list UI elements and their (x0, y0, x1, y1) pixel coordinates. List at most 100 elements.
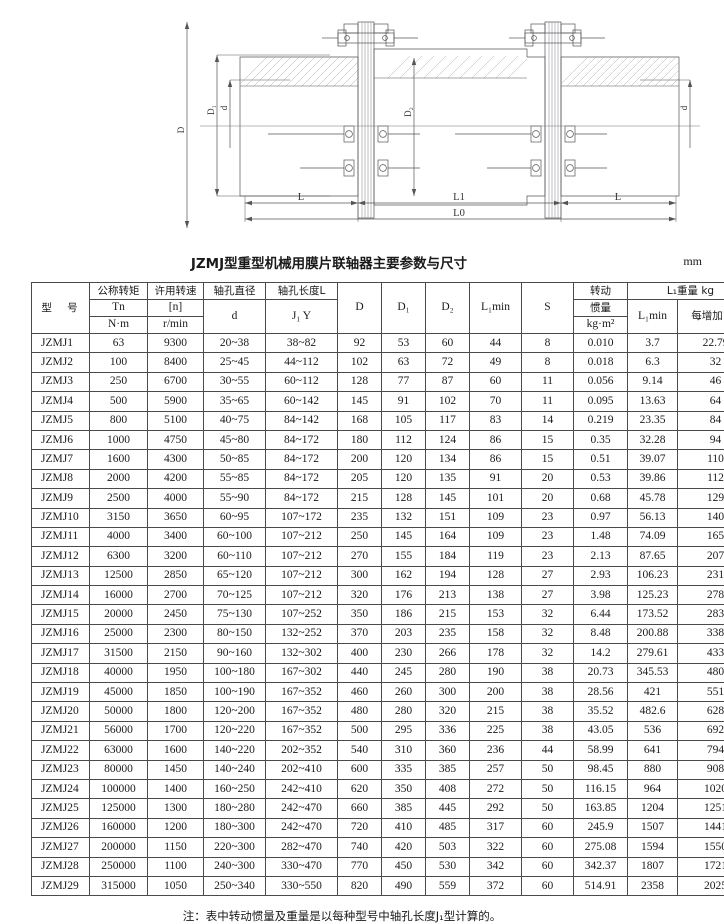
cell-bore-diameter: 60~95 (204, 508, 266, 527)
cell-diameter-D2: 320 (426, 702, 470, 721)
cell-nominal-torque: 3150 (90, 508, 148, 527)
cell-diameter-D1: 176 (382, 586, 426, 605)
cell-weight-per-meter: 2025 (678, 876, 724, 895)
cell-nominal-torque: 16000 (90, 586, 148, 605)
cell-diameter-D2: 408 (426, 779, 470, 798)
cell-outer-diameter-D: 740 (338, 838, 382, 857)
cell-outer-diameter-D: 480 (338, 702, 382, 721)
cell-outer-diameter-D: 620 (338, 779, 382, 798)
cell-gap-S: 60 (522, 876, 574, 895)
cell-outer-diameter-D: 350 (338, 605, 382, 624)
cell-allowable-speed: 4200 (148, 469, 204, 488)
cell-bore-length: 84~142 (266, 411, 338, 430)
cell-gap-S: 50 (522, 799, 574, 818)
label-L-right: L (615, 192, 621, 203)
cell-bore-diameter: 25~45 (204, 353, 266, 372)
cell-gap-S: 20 (522, 489, 574, 508)
cell-moment-of-inertia: 342.37 (574, 857, 628, 876)
cell-diameter-D2: 72 (426, 353, 470, 372)
cell-model: JZMJ24 (32, 779, 90, 798)
cell-weight-l1min: 45.78 (628, 489, 678, 508)
cell-weight-l1min: 2358 (628, 876, 678, 895)
cell-diameter-D2: 134 (426, 450, 470, 469)
cell-moment-of-inertia: 0.095 (574, 392, 628, 411)
cell-moment-of-inertia: 35.52 (574, 702, 628, 721)
cell-bore-diameter: 60~110 (204, 547, 266, 566)
cell-diameter-D1: 450 (382, 857, 426, 876)
cell-gap-S: 11 (522, 372, 574, 391)
cell-length-L1min: 178 (470, 644, 522, 663)
cell-bore-diameter: 220~300 (204, 838, 266, 857)
cell-bore-diameter: 140~220 (204, 741, 266, 760)
cell-diameter-D2: 235 (426, 624, 470, 643)
cell-model: JZMJ20 (32, 702, 90, 721)
cell-weight-l1min: 6.3 (628, 353, 678, 372)
cell-weight-per-meter: 94 (678, 430, 724, 449)
col-header-D: D (338, 283, 382, 334)
cell-gap-S: 32 (522, 605, 574, 624)
cell-weight-per-meter: 46 (678, 372, 724, 391)
drawing-svg: D D₁ d D₂ d L L1 L L0 (0, 0, 724, 250)
cell-bore-diameter: 140~240 (204, 760, 266, 779)
cell-allowable-speed: 3650 (148, 508, 204, 527)
cell-bore-length: 242~470 (266, 818, 338, 837)
cell-allowable-speed: 1100 (148, 857, 204, 876)
cell-bore-diameter: 180~300 (204, 818, 266, 837)
cell-bore-length: 107~212 (266, 586, 338, 605)
cell-model: JZMJ12 (32, 547, 90, 566)
cell-model: JZMJ9 (32, 489, 90, 508)
cell-moment-of-inertia: 20.73 (574, 663, 628, 682)
label-L-left: L (298, 192, 304, 203)
cell-weight-per-meter: 22.79 (678, 334, 724, 353)
cell-gap-S: 38 (522, 683, 574, 702)
cell-length-L1min: 317 (470, 818, 522, 837)
cell-model: JZMJ28 (32, 857, 90, 876)
cell-nominal-torque: 80000 (90, 760, 148, 779)
cell-weight-l1min: 1807 (628, 857, 678, 876)
cell-weight-l1min: 106.23 (628, 566, 678, 585)
cell-moment-of-inertia: 0.018 (574, 353, 628, 372)
cell-moment-of-inertia: 0.97 (574, 508, 628, 527)
col-header-L1min: L₁min (470, 283, 522, 334)
cell-bore-length: 38~82 (266, 334, 338, 353)
cell-diameter-D1: 120 (382, 469, 426, 488)
cell-diameter-D2: 530 (426, 857, 470, 876)
table-title-row: JZMJ型重型机械用膜片联轴器主要参数与尺寸 mm (0, 252, 724, 278)
cell-length-L1min: 153 (470, 605, 522, 624)
cell-length-L1min: 91 (470, 469, 522, 488)
cell-weight-per-meter: 1020 (678, 779, 724, 798)
cell-gap-S: 11 (522, 392, 574, 411)
cell-diameter-D1: 63 (382, 353, 426, 372)
cell-model: JZMJ7 (32, 450, 90, 469)
cell-weight-l1min: 964 (628, 779, 678, 798)
spec-table-wrap: 型 号 公称转矩 许用转速 轴孔直径 轴孔长度L D D₁ D₂ L₁min S… (31, 282, 693, 896)
cell-outer-diameter-D: 145 (338, 392, 382, 411)
cell-bore-length: 132~302 (266, 644, 338, 663)
cell-length-L1min: 372 (470, 876, 522, 895)
cell-bore-diameter: 35~65 (204, 392, 266, 411)
cell-moment-of-inertia: 0.010 (574, 334, 628, 353)
label-L1: L1 (453, 192, 465, 203)
cell-moment-of-inertia: 14.2 (574, 644, 628, 663)
coupling-assembly-drawing: D D₁ d D₂ d L L1 L L0 (0, 0, 724, 250)
cell-weight-l1min: 641 (628, 741, 678, 760)
cell-diameter-D1: 53 (382, 334, 426, 353)
cell-nominal-torque: 2500 (90, 489, 148, 508)
col-header-bore-dia-sym: d (204, 300, 266, 334)
cell-weight-l1min: 74.09 (628, 527, 678, 546)
cell-moment-of-inertia: 3.98 (574, 586, 628, 605)
cell-weight-l1min: 39.86 (628, 469, 678, 488)
cell-gap-S: 44 (522, 741, 574, 760)
cell-model: JZMJ19 (32, 683, 90, 702)
right-hub-outline (561, 57, 679, 196)
cell-diameter-D1: 120 (382, 450, 426, 469)
cell-gap-S: 50 (522, 760, 574, 779)
cell-allowable-speed: 1950 (148, 663, 204, 682)
